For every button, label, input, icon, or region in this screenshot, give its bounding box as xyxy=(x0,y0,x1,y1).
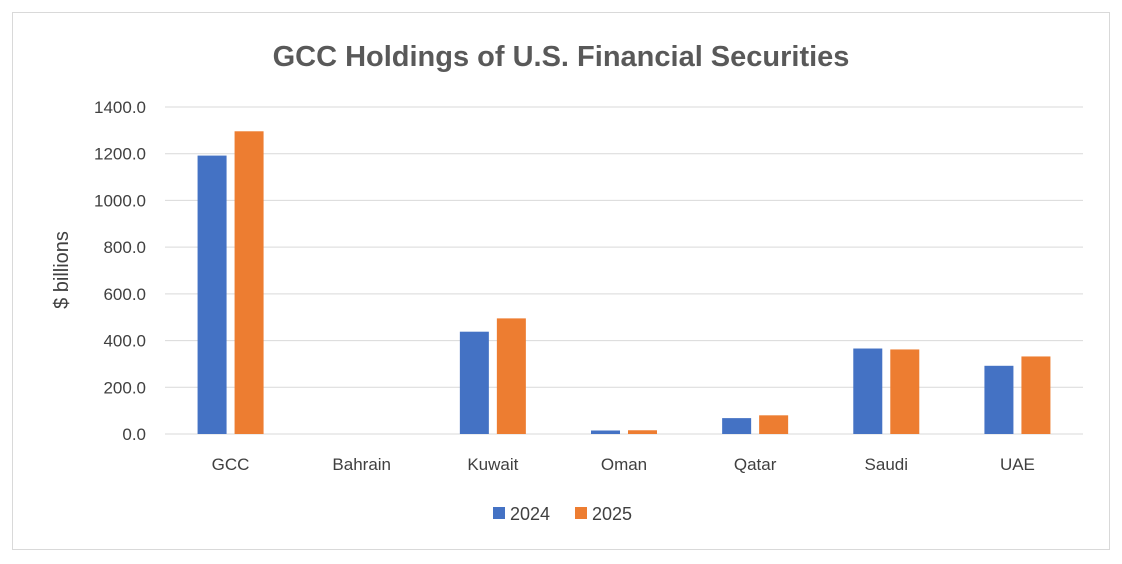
y-axis-title: $ billions xyxy=(51,231,73,309)
x-tick-label: Kuwait xyxy=(467,455,518,474)
bar-kuwait-2025 xyxy=(496,318,526,434)
bar-uae-2024 xyxy=(984,365,1014,434)
bar-saudi-2025 xyxy=(890,349,920,434)
y-tick-label: 1000.0 xyxy=(94,191,146,210)
bar-oman-2025 xyxy=(628,430,657,434)
x-axis-ticks: GCC Bahrain Kuwait Oman Qatar Saudi UAE xyxy=(212,455,1035,474)
legend-label: 2025 xyxy=(592,504,632,524)
x-tick-label: Qatar xyxy=(734,455,777,474)
y-axis-ticks: 0.0 200.0 400.0 600.0 800.0 1000.0 1200.0 1400.… xyxy=(94,98,146,444)
x-tick-label: Saudi xyxy=(865,455,908,474)
x-tick-label: Oman xyxy=(601,455,647,474)
bar-qatar-2025 xyxy=(759,415,789,434)
x-tick-label: Bahrain xyxy=(332,455,391,474)
y-tick-label: 400.0 xyxy=(103,332,146,351)
bar-gcc-2025 xyxy=(234,131,264,434)
y-tick-label: 0.0 xyxy=(122,425,146,444)
x-tick-label: UAE xyxy=(1000,455,1035,474)
chart-frame xyxy=(12,12,1110,550)
legend-swatch-2025 xyxy=(575,507,587,519)
y-tick-label: 600.0 xyxy=(103,285,146,304)
bar-kuwait-2024 xyxy=(459,331,489,434)
bars xyxy=(197,131,1051,434)
legend: 2024 2025 xyxy=(493,504,632,524)
chart-title: GCC Holdings of U.S. Financial Securitie… xyxy=(273,41,850,73)
y-tick-label: 800.0 xyxy=(103,238,146,257)
bar-qatar-2024 xyxy=(722,418,752,434)
y-tick-label: 1200.0 xyxy=(94,145,146,164)
legend-swatch-2024 xyxy=(493,507,505,519)
bar-saudi-2024 xyxy=(853,348,883,434)
y-tick-label: 1400.0 xyxy=(94,98,146,117)
bar-gcc-2024 xyxy=(197,155,227,434)
bar-uae-2025 xyxy=(1021,356,1051,434)
gridlines xyxy=(165,106,1083,435)
bar-oman-2024 xyxy=(591,430,620,434)
legend-label: 2024 xyxy=(510,504,550,524)
x-tick-label: GCC xyxy=(212,455,250,474)
y-tick-label: 200.0 xyxy=(103,378,146,397)
